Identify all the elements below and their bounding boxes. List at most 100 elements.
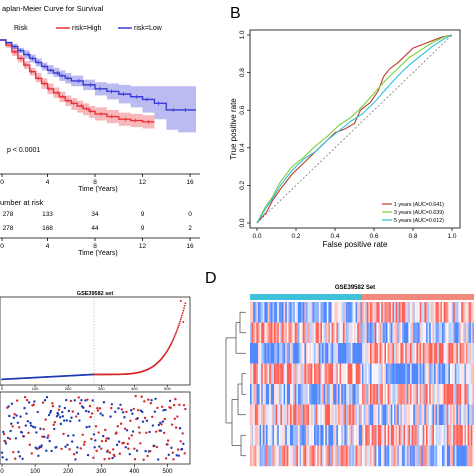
- km-x-tick-label: 16: [186, 179, 194, 186]
- heatmap-cell: [331, 445, 334, 467]
- risk-score-point: [181, 312, 184, 314]
- heatmap-cell: [424, 445, 427, 467]
- heatmap-cell: [402, 302, 404, 323]
- heatmap-cell: [464, 343, 467, 364]
- heatmap-cell: [355, 343, 358, 364]
- heatmap-cell: [470, 343, 473, 364]
- heatmap-cell: [262, 322, 265, 344]
- survival-status-point: [137, 426, 141, 429]
- heatmap-cell: [274, 425, 276, 446]
- survival-status-point: [96, 409, 100, 412]
- heatmap-cell: [426, 343, 428, 364]
- risk-score-x-tick-label: 400: [131, 386, 138, 391]
- heatmap-cell: [411, 302, 414, 323]
- heatmap-cell: [422, 445, 425, 467]
- survival-status-point: [55, 445, 58, 449]
- heatmap-cell: [389, 404, 391, 426]
- heatmap-cell: [262, 445, 265, 467]
- survival-status-points: [0, 392, 187, 464]
- survival-status-point: [154, 397, 157, 401]
- survival-status-point: [18, 426, 21, 429]
- survival-status-point: [130, 434, 133, 437]
- heatmap-cell: [317, 445, 319, 467]
- heatmap-cell: [282, 302, 284, 323]
- heatmap-cell: [395, 302, 398, 323]
- survival-status-point: [94, 425, 98, 428]
- survival-status-point: [33, 400, 36, 403]
- heatmap-cell: [312, 363, 315, 385]
- roc-legend-box: [380, 198, 458, 226]
- risk-score-point: [171, 339, 174, 342]
- heatmap-cell: [296, 322, 299, 344]
- heatmap-cell: [398, 445, 401, 467]
- survival-status-point: [176, 415, 179, 418]
- heatmap-cell: [293, 445, 295, 467]
- heatmap-cell: [355, 322, 358, 344]
- heatmap-cell: [357, 302, 359, 323]
- survival-status-point: [142, 458, 145, 461]
- heatmap-cell: [445, 404, 447, 426]
- heatmap-cell: [253, 445, 255, 467]
- heatmap-cell: [472, 363, 474, 385]
- heatmap-cell: [299, 322, 302, 344]
- heatmap-cell: [371, 302, 374, 323]
- heatmap-cell: [461, 425, 463, 446]
- survival-status-point: [10, 402, 14, 405]
- heatmap-cell: [379, 425, 382, 446]
- heatmap-cell: [437, 363, 439, 385]
- heatmap-cell: [325, 404, 327, 426]
- heatmap-cell: [275, 322, 278, 344]
- heatmap-cell: [467, 445, 470, 467]
- heatmap-cell: [250, 404, 252, 426]
- heatmap-cells: [250, 302, 474, 467]
- heatmap-cell: [288, 445, 291, 467]
- heatmap-cell: [277, 425, 279, 446]
- heatmap-cell: [325, 322, 327, 344]
- heatmap-cell: [333, 363, 335, 385]
- heatmap-cell: [458, 363, 460, 385]
- heatmap-cell: [280, 445, 283, 467]
- heatmap-cell: [325, 384, 327, 405]
- heatmap-cell: [405, 404, 407, 426]
- heatmap-cell: [291, 322, 294, 344]
- heatmap-cell: [304, 322, 307, 344]
- survival-status-point: [109, 415, 112, 418]
- heatmap-cell: [261, 343, 263, 364]
- heatmap-cell: [378, 322, 380, 344]
- heatmap-cell: [323, 322, 326, 344]
- heatmap-cell: [410, 322, 412, 344]
- survival-status-point: [92, 433, 96, 436]
- heatmap-cell: [373, 384, 375, 405]
- heatmap-cell: [267, 363, 270, 385]
- heatmap-cell: [466, 445, 468, 467]
- heatmap-cell: [285, 363, 287, 385]
- heatmap-cell: [451, 384, 454, 405]
- heatmap-cell: [315, 322, 318, 344]
- heatmap-cell: [378, 445, 380, 467]
- heatmap-cell: [301, 445, 303, 467]
- heatmap-cell: [277, 363, 279, 385]
- risk-table-cell: 278: [3, 225, 14, 232]
- heatmap-cell: [258, 363, 260, 385]
- survival-status-point: [16, 421, 20, 424]
- heatmap-cell: [352, 425, 355, 446]
- survival-status-point: [84, 399, 87, 402]
- heatmap-cell: [378, 363, 380, 385]
- heatmap-cell: [386, 302, 388, 323]
- heatmap-cell: [413, 302, 415, 323]
- heatmap-cell: [333, 322, 335, 344]
- status-x-tick-label: 300: [96, 469, 107, 474]
- heatmap-cell: [282, 404, 284, 426]
- heatmap-cell: [373, 322, 375, 344]
- heatmap-cell: [320, 384, 323, 405]
- heatmap-cell: [416, 322, 419, 344]
- heatmap-cell: [422, 425, 425, 446]
- heatmap-cell: [430, 384, 433, 405]
- km-xlabel: Time (Years): [78, 186, 118, 193]
- heatmap-cell: [434, 425, 436, 446]
- heatmap-cell: [363, 404, 366, 426]
- survival-status-point: [88, 404, 92, 408]
- heatmap-cell: [336, 343, 339, 364]
- roc-y-tick-label: 1.0: [239, 30, 246, 39]
- survival-status-point: [42, 428, 45, 431]
